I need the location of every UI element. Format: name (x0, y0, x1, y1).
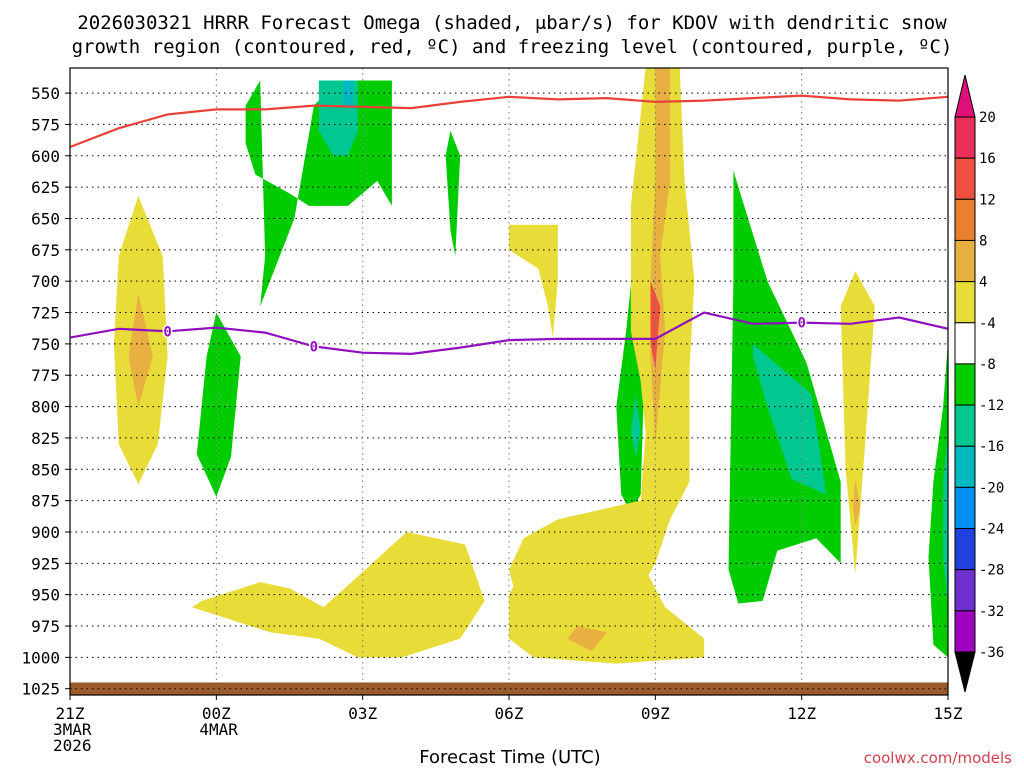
ytick-label-950: 950 (31, 586, 60, 605)
colorbar-box-5 (954, 322, 976, 365)
ytick-label-625: 625 (31, 178, 60, 197)
terrain-fill (70, 682, 948, 695)
omega-region-19 (852, 479, 861, 526)
omega-region-2 (196, 312, 241, 497)
colorbar-box-12 (954, 610, 976, 653)
colorbar-label-13: -36 (979, 645, 1004, 661)
omega-shading (113, 68, 948, 664)
xtick-label-00Z: 00Z (202, 704, 231, 723)
omega-region-17 (752, 343, 827, 495)
ytick-label-550: 550 (31, 84, 60, 103)
ytick-label-875: 875 (31, 492, 60, 511)
colorbar-box-11 (954, 569, 976, 612)
omega-region-15 (567, 626, 607, 652)
colorbar-label-11: -28 (979, 563, 1004, 579)
ytick-label-800: 800 (31, 398, 60, 417)
xtick-label-03Z: 03Z (348, 704, 377, 723)
colorbar-box-9 (954, 486, 976, 530)
ytick-label-600: 600 (31, 147, 60, 166)
colorbar-box-10 (954, 528, 976, 571)
ytick-label-850: 850 (31, 460, 60, 479)
colorbar-box-7 (954, 404, 976, 447)
ytick-label-1000: 1000 (21, 648, 60, 667)
xtick-date-00Z: 4MAR (199, 720, 238, 739)
ytick-label-975: 975 (31, 617, 60, 636)
omega-region-6 (445, 130, 461, 257)
xtick-label-12Z: 12Z (787, 704, 816, 723)
ytick-label-1025: 1025 (21, 680, 60, 699)
credit-text: coolwx.com/models (864, 749, 1012, 767)
colorbar-label-1: 16 (979, 151, 996, 167)
chart-title-line-2: growth region (contoured, red, ºC) and f… (72, 36, 953, 58)
omega-region-9 (630, 394, 641, 457)
freezing-level-contour (70, 311, 948, 356)
xtick-label-06Z: 06Z (495, 704, 524, 723)
chart-title-line-1: 2026030321 HRRR Forecast Omega (shaded, … (77, 12, 947, 34)
colorbar-label-9: -20 (979, 480, 1004, 496)
ytick-label-750: 750 (31, 335, 60, 354)
ytick-label-925: 925 (31, 554, 60, 573)
ytick-label-825: 825 (31, 429, 60, 448)
ytick-label-700: 700 (31, 272, 60, 291)
xtick-label-15Z: 15Z (934, 704, 963, 723)
xtick-year-21Z: 2026 (53, 736, 92, 755)
contour-lines: 0 0 0 (70, 94, 948, 357)
colorbar-label-6: -8 (979, 357, 996, 373)
omega-region-18 (840, 271, 875, 575)
omega-region-14 (509, 538, 705, 664)
ytick-label-775: 775 (31, 366, 60, 385)
colorbar-label-3: 8 (979, 233, 987, 249)
freezing-level-label-1: 0 (310, 339, 318, 355)
colorbar-box-6 (954, 363, 976, 406)
x-axis-label: Forecast Time (UTC) (419, 747, 600, 768)
freezing-level-label-2: 0 (797, 316, 805, 332)
colorbar-bottom-arrow (954, 651, 976, 693)
dgz-red-contour (70, 94, 948, 149)
freezing-level-label-0: 0 (163, 324, 171, 340)
colorbar-box-0 (954, 116, 976, 159)
colorbar-label-5: -4 (979, 316, 996, 332)
colorbar-label-10: -24 (979, 522, 1004, 538)
xtick-label-21Z: 21Z (56, 704, 85, 723)
xtick-date-21Z: 3MAR (53, 720, 92, 739)
colorbar-box-1 (954, 157, 976, 200)
omega-region-10 (509, 68, 695, 626)
y-axis-ticks: 550 575 600 625 650 675 700 725 750 775 800 825 850 8… (21, 84, 70, 699)
colorbar-box-4 (954, 281, 976, 324)
colorbar-box-8 (954, 445, 976, 488)
colorbar-box-2 (954, 198, 976, 241)
ytick-label-675: 675 (31, 241, 60, 260)
omega-region-1 (128, 293, 153, 407)
xtick-label-09Z: 09Z (641, 704, 670, 723)
colorbar: 20 16 12 8 4 -4 -8 -12 -16 -20 -24 -28 -32 -36 (954, 74, 1004, 693)
colorbar-label-8: -16 (979, 439, 1004, 455)
ytick-label-575: 575 (31, 115, 60, 134)
omega-region-3 (245, 80, 392, 307)
terrain-band (70, 682, 948, 695)
omega-region-7 (509, 224, 558, 338)
colorbar-label-12: -32 (979, 604, 1004, 620)
colorbar-top-arrow (954, 74, 976, 118)
omega-region-12 (650, 281, 661, 369)
ytick-label-650: 650 (31, 209, 60, 228)
omega-region-20 (928, 341, 948, 658)
ytick-label-900: 900 (31, 523, 60, 542)
colorbar-label-2: 12 (979, 192, 996, 208)
omega-region-5 (343, 80, 353, 106)
ytick-label-725: 725 (31, 304, 60, 323)
omega-region-21 (943, 431, 948, 608)
grid-lines (70, 68, 948, 695)
colorbar-box-3 (954, 239, 976, 283)
colorbar-label-0: 20 (979, 110, 996, 126)
colorbar-label-4: 4 (979, 275, 987, 291)
colorbar-label-7: -12 (979, 398, 1004, 414)
